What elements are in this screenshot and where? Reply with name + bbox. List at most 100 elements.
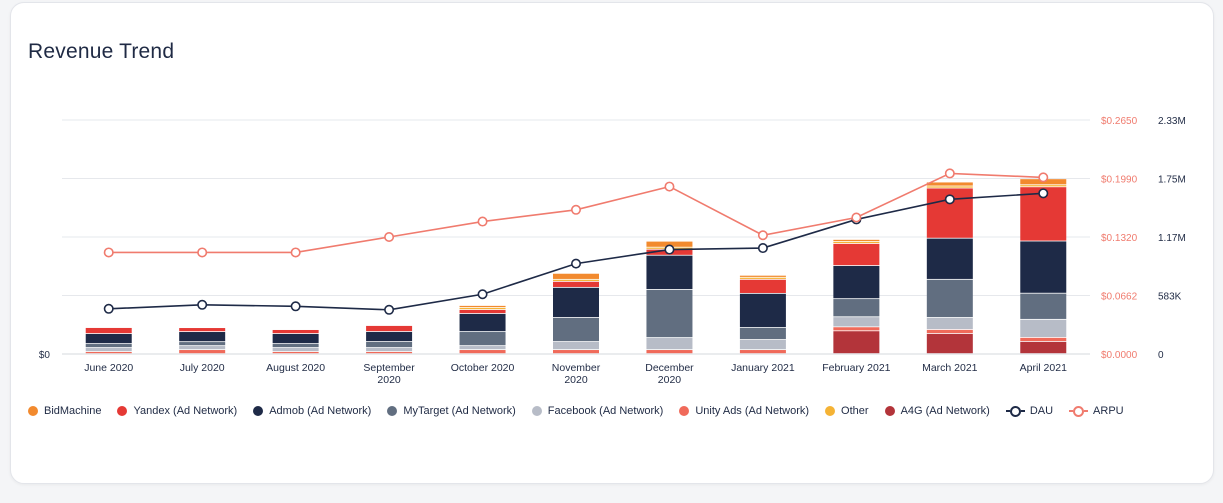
bar-admob-ad-network [553,287,599,318]
bar-unity-ads-ad-network [179,350,226,354]
left-axis-tick-label: $0 [39,350,51,361]
bar-yandex-ad-network [739,279,786,293]
gridlines [62,119,1090,355]
bar-unity-ads-ad-network [833,327,880,331]
arpu-tick-label: $0.1320 [1101,233,1138,244]
bar-mytarget-ad-network [739,327,786,340]
bar-admob-ad-network [833,265,880,299]
legend-item-admob-ad-network[interactable]: Admob (Ad Network) [253,405,371,417]
arpu-tick-label: $0.1990 [1101,175,1138,186]
bar-mytarget-ad-network [366,341,413,348]
bar-facebook-ad-network [179,346,226,350]
bar-other [833,241,880,244]
legend-swatch-icon [679,406,690,416]
x-tick-label: 2020 [564,374,588,386]
legend-label: Unity Ads (Ad Network) [695,405,810,417]
dau-tick-label: 1.75M [1158,175,1186,186]
bar-yandex-ad-network [459,309,506,314]
point-arpu [290,247,301,258]
point-dau [570,258,581,269]
legend-label: Facebook (Ad Network) [547,405,664,417]
legend-item-unity-ads-ad-network[interactable]: Unity Ads (Ad Network) [679,405,809,417]
bar-mytarget-ad-network [179,342,226,346]
dau-tick-label: 2.33M [1158,116,1186,127]
legend-label: Admob (Ad Network) [269,405,372,417]
legend-item-yandex-ad-network[interactable]: Yandex (Ad Network) [117,405,237,417]
bar-facebook-ad-network [85,347,132,352]
legend-label: MyTarget (Ad Network) [403,405,516,417]
point-dau [477,289,488,300]
legend-swatch-icon [884,406,895,416]
bar-mytarget-ad-network [833,299,880,317]
point-arpu [477,216,488,227]
legend-label: Other [841,405,869,417]
bar-admob-ad-network [1020,241,1067,293]
bar-other [459,307,506,310]
point-dau [290,301,301,312]
point-dau [664,244,675,255]
x-tick-label: August 2020 [266,362,325,374]
bar-mytarget-ad-network [459,332,506,346]
legend-item-other[interactable]: Other [825,405,869,417]
legend-label: A4G (Ad Network) [900,405,990,417]
bar-other [739,277,786,279]
point-dau [944,194,955,205]
x-tick-label: April 2021 [1020,362,1067,374]
bar-unity-ads-ad-network [646,350,693,354]
legend-item-mytarget-ad-network[interactable]: MyTarget (Ad Network) [387,405,516,417]
legend-item-facebook-ad-network[interactable]: Facebook (Ad Network) [531,405,664,417]
point-arpu [664,181,675,192]
point-dau [384,304,395,315]
legend-item-bidmachine[interactable]: BidMachine [28,405,101,417]
point-arpu [944,168,955,179]
point-arpu [1038,172,1049,183]
legend-swatch-icon [117,406,128,416]
bar-bidmachine [926,182,973,186]
bar-admob-ad-network [179,332,226,342]
bar-mytarget-ad-network [926,279,973,318]
x-tick-label: September [363,362,415,374]
bar-unity-ads-ad-network [553,350,599,354]
legend-label: DAU [1029,405,1054,417]
x-tick-label: October 2020 [451,362,515,374]
x-tick-label: March 2021 [922,362,978,374]
bar-admob-ad-network [646,255,693,290]
legend-label: Yandex (Ad Network) [133,405,238,417]
point-dau [757,243,768,254]
point-arpu [570,204,581,215]
bar-admob-ad-network [85,333,132,344]
bar-unity-ads-ad-network [85,351,132,354]
bar-other [553,279,599,281]
point-dau [197,299,208,310]
bar-yandex-ad-network [553,281,599,287]
legend-swatch-icon [28,406,38,416]
bar-unity-ads-ad-network [272,351,319,354]
bar-unity-ads-ad-network [459,350,506,354]
x-tick-label: February 2021 [822,362,890,374]
bar-unity-ads-ad-network [366,351,413,354]
x-tick-label: 2020 [377,374,401,386]
legend-item-dau[interactable]: DAU [1005,405,1054,417]
bar-yandex-ad-network [272,329,319,334]
bar-admob-ad-network [739,293,786,328]
legend-item-arpu[interactable]: ARPU [1069,405,1124,417]
x-tick-label: July 2020 [180,362,225,374]
point-arpu [851,212,862,223]
dau-tick-label: 0 [1158,350,1164,361]
bar-admob-ad-network [926,238,973,279]
bar-yandex-ad-network [833,243,880,266]
point-dau [1038,188,1049,199]
bar-a4g-ad-network [926,333,973,354]
bar-yandex-ad-network [179,328,226,332]
x-tick-label: 2020 [658,374,682,386]
legend-item-a4g-ad-network[interactable]: A4G (Ad Network) [884,405,990,417]
bar-facebook-ad-network [459,346,506,350]
legend-marker-icon [1069,405,1089,417]
bar-admob-ad-network [459,313,506,332]
bar-facebook-ad-network [926,317,973,330]
bar-facebook-ad-network [1020,319,1067,338]
bar-other [1020,185,1067,187]
arpu-tick-label: $0.0000 [1101,350,1138,361]
bar-bidmachine [646,241,693,247]
